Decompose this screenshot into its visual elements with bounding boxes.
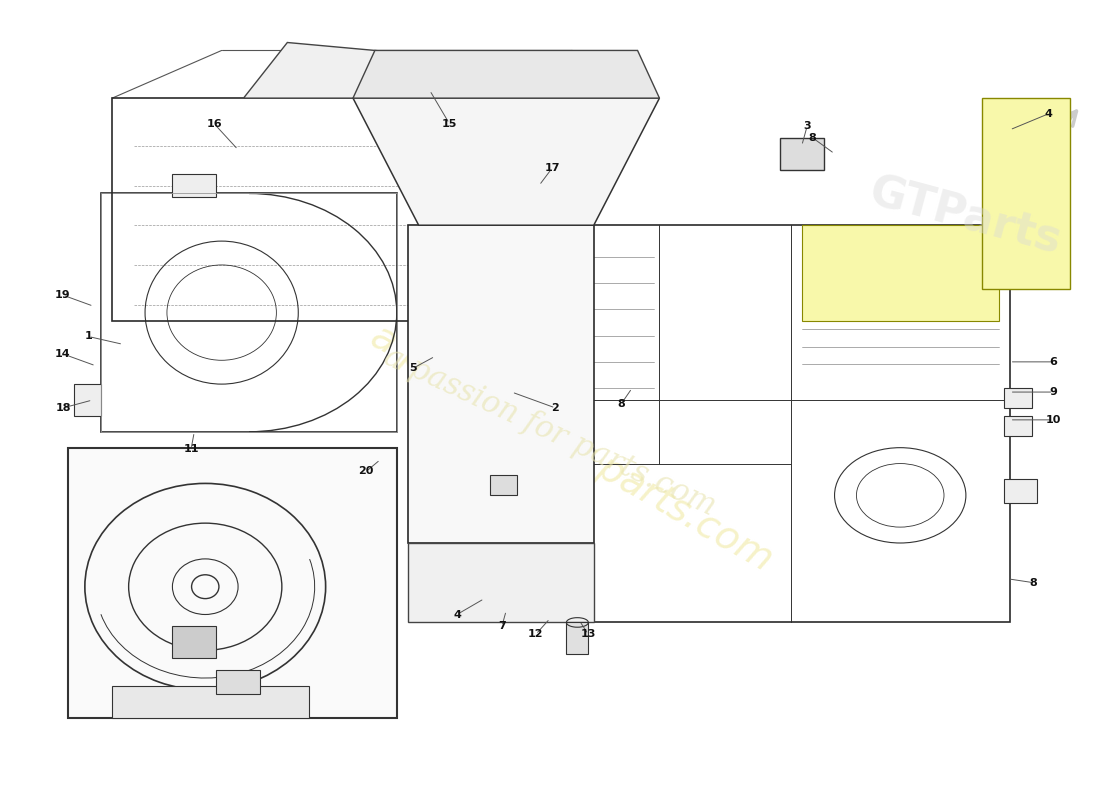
Bar: [1004, 479, 1037, 503]
Polygon shape: [68, 448, 397, 718]
Text: 9: 9: [1049, 387, 1057, 397]
Polygon shape: [353, 98, 659, 226]
Text: 7: 7: [498, 622, 506, 631]
Text: 6: 6: [1049, 357, 1057, 367]
Text: 3: 3: [803, 121, 811, 131]
Text: 1: 1: [85, 331, 92, 342]
Bar: [173, 626, 217, 658]
Text: 15: 15: [441, 118, 456, 129]
Text: 8: 8: [1030, 578, 1037, 588]
Polygon shape: [243, 42, 462, 98]
Text: 8: 8: [617, 399, 625, 409]
Text: 11: 11: [184, 444, 199, 454]
Text: 13: 13: [581, 630, 596, 639]
Text: 10: 10: [1046, 415, 1062, 425]
Polygon shape: [802, 226, 999, 321]
Text: 5: 5: [409, 363, 417, 374]
Text: 14: 14: [55, 349, 70, 359]
Text: 18: 18: [55, 403, 70, 413]
Text: 17: 17: [544, 163, 560, 173]
Polygon shape: [74, 384, 101, 416]
Text: 4: 4: [453, 610, 461, 619]
Text: 19: 19: [55, 290, 70, 300]
Polygon shape: [408, 226, 594, 543]
Polygon shape: [353, 50, 659, 98]
Text: 4: 4: [1044, 109, 1052, 119]
Text: GTParts: GTParts: [865, 171, 1067, 263]
Polygon shape: [566, 622, 588, 654]
Bar: [490, 475, 517, 495]
Bar: [217, 670, 260, 694]
Text: 2: 2: [551, 403, 559, 413]
Text: 12: 12: [528, 630, 543, 639]
Text: 8: 8: [808, 133, 816, 143]
Text: 20: 20: [359, 466, 374, 477]
Text: 16: 16: [206, 118, 222, 129]
Text: a passion for parts.com: a passion for parts.com: [379, 341, 720, 522]
Polygon shape: [408, 543, 594, 622]
Polygon shape: [112, 686, 309, 718]
Bar: [1004, 388, 1032, 408]
Bar: [780, 138, 824, 170]
Bar: [173, 174, 217, 198]
Text: a passion for parts.com: a passion for parts.com: [364, 317, 780, 578]
Polygon shape: [982, 98, 1070, 289]
Bar: [1004, 416, 1032, 436]
